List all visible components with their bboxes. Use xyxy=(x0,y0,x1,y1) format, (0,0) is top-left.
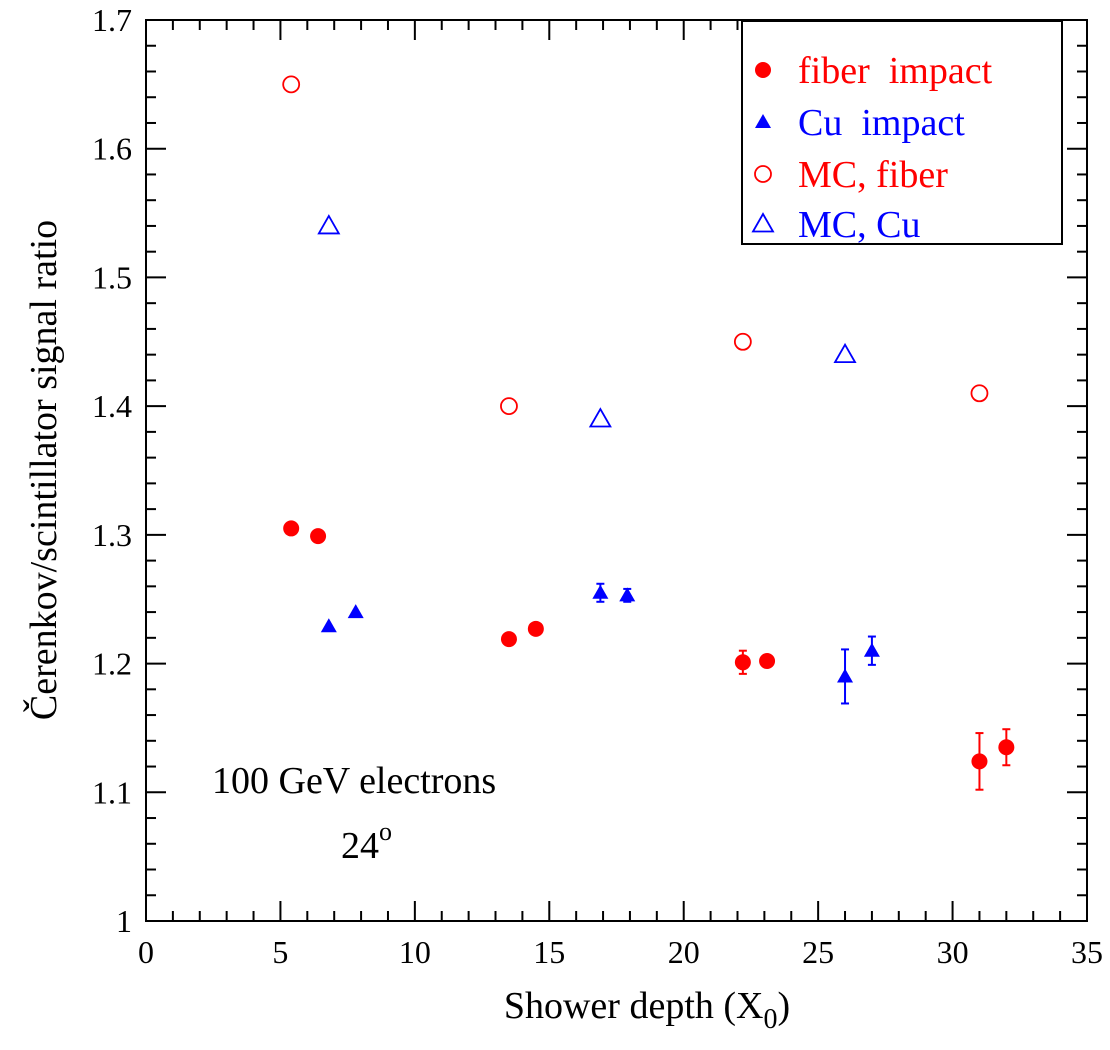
annotation: 100 GeV electrons 24o xyxy=(212,760,496,867)
legend-marker xyxy=(755,114,771,128)
y-tick-label: 1.7 xyxy=(92,2,132,38)
legend-entry: Cu impact xyxy=(755,102,965,144)
data-points xyxy=(282,75,1015,791)
y-axis-title: Čerenkov/scintillator signal ratio xyxy=(23,220,65,720)
data-point xyxy=(282,75,301,94)
axis-ticks xyxy=(145,19,1088,922)
tick-labels: 0 5 10 15 20 25 30 35 1 1.1 1.2 1.3 1.4 1.5 1.6 1.7 xyxy=(92,2,1103,970)
legend-label-part: impact xyxy=(842,102,965,144)
x-axis-title-subscript: 0 xyxy=(763,1004,777,1035)
y-tick-label: 1.5 xyxy=(92,259,132,295)
y-tick-label: 1.1 xyxy=(92,774,132,810)
data-point xyxy=(310,528,327,545)
x-tick-label: 20 xyxy=(668,934,700,970)
data-point xyxy=(837,668,854,683)
legend-marker xyxy=(754,165,772,183)
x-tick-label: 10 xyxy=(399,934,431,970)
data-point xyxy=(733,332,752,351)
legend-entry: MC, fiber xyxy=(754,154,948,196)
legend-entry: MC, Cu xyxy=(751,204,920,246)
data-point xyxy=(500,397,518,416)
legend-label-part: MC, fiber xyxy=(798,154,948,196)
data-point xyxy=(734,654,751,671)
data-point xyxy=(619,587,636,602)
x-tick-label: 0 xyxy=(138,934,154,970)
y-tick-label: 1 xyxy=(116,903,132,939)
series-mc-fiber xyxy=(282,75,989,416)
legend-marker xyxy=(751,212,775,233)
x-tick-label: 5 xyxy=(272,934,288,970)
data-point xyxy=(527,620,544,637)
data-point xyxy=(500,631,517,648)
annotation-line-1: 100 GeV electrons xyxy=(212,760,496,802)
data-point xyxy=(283,520,300,537)
plot-frame xyxy=(145,19,1088,922)
series-cu-impact xyxy=(320,582,880,705)
data-point xyxy=(588,407,612,428)
data-point xyxy=(998,739,1015,756)
legend-label-part: Cu xyxy=(798,102,842,144)
x-axis-title: Shower depth (X0) xyxy=(504,985,790,1035)
annotation-line-2: 24o xyxy=(341,817,392,867)
x-tick-label: 30 xyxy=(937,934,969,970)
data-point xyxy=(347,604,364,619)
series-mc-cu xyxy=(317,214,857,428)
x-tick-label: 15 xyxy=(533,934,565,970)
data-point xyxy=(592,584,609,599)
data-point xyxy=(317,214,341,235)
legend-entry: fiber impact xyxy=(755,50,993,92)
data-point xyxy=(759,652,776,669)
x-tick-label: 25 xyxy=(802,934,834,970)
y-tick-label: 1.6 xyxy=(92,131,132,167)
legend-label: MC, Cu xyxy=(798,204,920,246)
legend-label-part: fiber xyxy=(798,50,870,92)
data-point xyxy=(970,384,989,403)
legend-label: MC, fiber xyxy=(798,154,948,196)
legend-label: fiber impact xyxy=(798,50,993,92)
y-tick-label: 1.2 xyxy=(92,646,132,682)
series-fiber-impact xyxy=(283,520,1015,791)
x-tick-label: 35 xyxy=(1071,934,1103,970)
legend-label: Cu impact xyxy=(798,102,965,144)
y-tick-label: 1.3 xyxy=(92,517,132,553)
data-point xyxy=(320,618,337,633)
data-point xyxy=(833,342,857,364)
degree-superscript: o xyxy=(379,817,392,846)
data-point xyxy=(971,753,988,770)
legend-label-part: impact xyxy=(870,50,993,92)
legend-box xyxy=(741,20,1063,245)
data-point xyxy=(863,642,880,657)
y-tick-label: 1.4 xyxy=(92,388,132,424)
legend-label-part: MC, Cu xyxy=(798,204,920,246)
legend-marker xyxy=(755,62,771,78)
